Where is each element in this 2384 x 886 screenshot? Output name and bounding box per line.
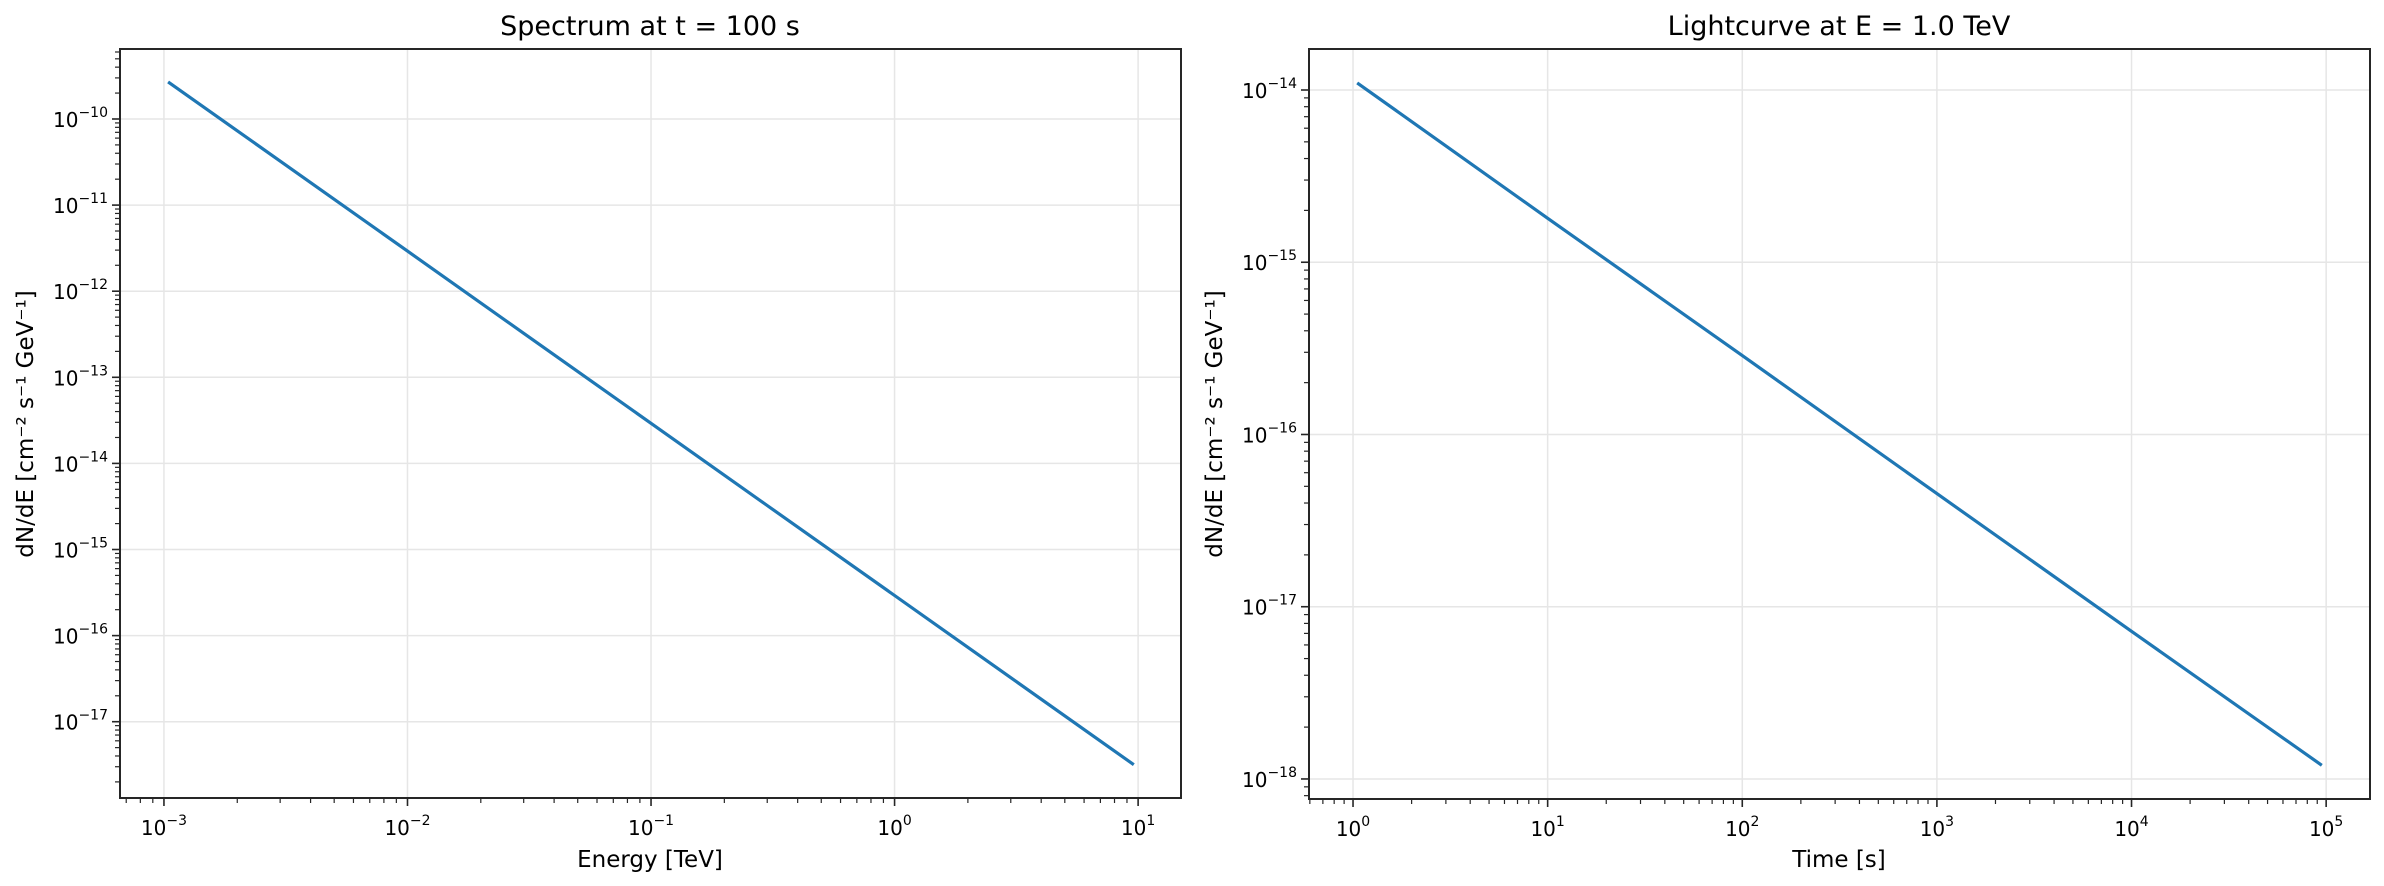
x-tick-label: 101 bbox=[1530, 814, 1564, 841]
lightcurve-line bbox=[1356, 81, 2323, 767]
x-tick-label: 10−3 bbox=[141, 813, 187, 840]
x-tick-label: 100 bbox=[877, 813, 911, 840]
y-tick-label: 10−17 bbox=[1242, 593, 1297, 620]
data-line bbox=[167, 80, 1135, 767]
x-tick-label: 100 bbox=[1336, 814, 1370, 841]
axes-frame bbox=[1308, 48, 2371, 800]
spectrum-grid bbox=[120, 49, 1181, 798]
spectrum-x-ticks: 10−3 10−2 10−1 100 101 bbox=[141, 798, 1155, 840]
x-tick-label: 101 bbox=[1121, 813, 1155, 840]
lightcurve-y-ticks: 10−14 10−15 10−16 10−17 10−18 bbox=[1242, 76, 1309, 792]
lightcurve-title: Lightcurve at E = 1.0 TeV bbox=[1668, 11, 2011, 42]
y-tick-label: 10−14 bbox=[53, 449, 108, 476]
y-tick-label: 10−13 bbox=[53, 363, 108, 390]
spectrum-line bbox=[167, 80, 1135, 767]
x-tick-label: 10−2 bbox=[384, 813, 430, 840]
x-tick-label: 10−1 bbox=[628, 813, 674, 840]
y-tick-label: 10−14 bbox=[1242, 76, 1297, 103]
spectrum-minor-ticks bbox=[115, 51, 1128, 803]
y-tick-label: 10−16 bbox=[1242, 420, 1297, 447]
y-tick-label: 10−17 bbox=[53, 708, 108, 735]
y-tick-label: 10−15 bbox=[53, 536, 108, 563]
x-tick-label: 104 bbox=[2114, 814, 2148, 841]
spectrum-x-label: Energy [TeV] bbox=[577, 847, 723, 873]
y-tick-label: 10−12 bbox=[53, 277, 108, 304]
lightcurve-grid bbox=[1309, 49, 2370, 799]
x-tick-label: 103 bbox=[1920, 814, 1954, 841]
lightcurve-y-label: dN/dE [cm⁻² s⁻¹ GeV⁻¹] bbox=[1202, 290, 1228, 557]
lightcurve-minor-ticks bbox=[1304, 97, 2318, 804]
y-tick-label: 10−16 bbox=[53, 622, 108, 649]
spectrum-y-label: dN/dE [cm⁻² s⁻¹ GeV⁻¹] bbox=[13, 290, 39, 557]
y-tick-label: 10−10 bbox=[53, 105, 108, 132]
y-tick-label: 10−18 bbox=[1242, 765, 1297, 792]
y-tick-label: 10−11 bbox=[53, 191, 108, 218]
lightcurve-panel: Lightcurve at E = 1.0 TeV 100 101 102 103 10… bbox=[1202, 11, 2371, 873]
lightcurve-axes-frame bbox=[1308, 48, 2371, 800]
x-tick-label: 105 bbox=[2309, 814, 2343, 841]
spectrum-y-ticks: 10−10 10−11 10−12 10−13 10−14 10−15 10−16 10−17 bbox=[53, 105, 120, 735]
y-tick-label: 10−15 bbox=[1242, 248, 1297, 275]
data-line bbox=[1356, 81, 2323, 767]
lightcurve-x-ticks: 100 101 102 103 104 105 bbox=[1336, 799, 2343, 841]
x-tick-label: 102 bbox=[1725, 814, 1759, 841]
spectrum-title: Spectrum at t = 100 s bbox=[500, 11, 800, 42]
spectrum-panel: Spectrum at t = 100 s 10−3 10−2 10−1 100 101… bbox=[13, 11, 1182, 873]
lightcurve-x-label: Time [s] bbox=[1791, 847, 1886, 873]
